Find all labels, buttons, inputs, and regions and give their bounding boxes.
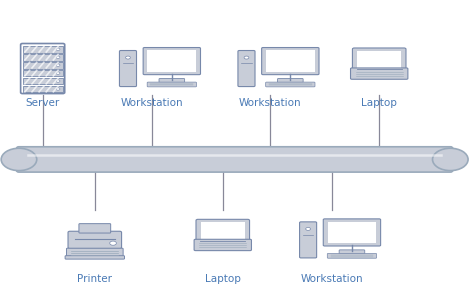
Bar [22, 86, 63, 92]
Circle shape [432, 148, 468, 170]
Circle shape [126, 56, 130, 59]
Bar [22, 70, 63, 77]
Circle shape [244, 56, 249, 59]
Text: Printer: Printer [77, 274, 112, 284]
FancyBboxPatch shape [65, 256, 125, 259]
Text: Workstation: Workstation [239, 98, 301, 108]
FancyBboxPatch shape [119, 50, 137, 86]
FancyBboxPatch shape [159, 78, 184, 83]
Circle shape [56, 72, 60, 74]
FancyBboxPatch shape [17, 147, 453, 172]
FancyBboxPatch shape [350, 68, 408, 79]
Circle shape [56, 80, 60, 82]
FancyBboxPatch shape [79, 224, 110, 233]
FancyBboxPatch shape [262, 48, 319, 74]
Bar [22, 78, 63, 84]
Text: Server: Server [26, 98, 60, 108]
Text: Laptop: Laptop [205, 274, 241, 284]
FancyBboxPatch shape [194, 239, 251, 251]
Bar [266, 50, 315, 72]
FancyBboxPatch shape [353, 48, 406, 71]
FancyBboxPatch shape [327, 253, 376, 258]
FancyBboxPatch shape [66, 248, 123, 257]
Bar [357, 51, 401, 68]
FancyBboxPatch shape [265, 82, 315, 87]
FancyBboxPatch shape [339, 250, 365, 254]
Circle shape [56, 88, 60, 90]
FancyBboxPatch shape [147, 82, 196, 87]
FancyBboxPatch shape [68, 231, 121, 249]
FancyBboxPatch shape [238, 50, 255, 86]
Text: Laptop: Laptop [361, 98, 397, 108]
Bar [201, 222, 245, 240]
FancyBboxPatch shape [277, 78, 303, 83]
FancyBboxPatch shape [323, 219, 381, 246]
Circle shape [306, 227, 310, 230]
Circle shape [1, 148, 36, 170]
Text: Workstation: Workstation [120, 98, 183, 108]
Circle shape [56, 48, 60, 50]
Bar [328, 222, 376, 243]
FancyBboxPatch shape [196, 219, 249, 243]
Bar [147, 50, 196, 72]
Circle shape [56, 64, 60, 66]
Text: Workstation: Workstation [301, 274, 363, 284]
Bar [22, 54, 63, 60]
Bar [22, 46, 63, 53]
FancyBboxPatch shape [300, 222, 317, 258]
FancyBboxPatch shape [143, 48, 201, 74]
Bar [22, 62, 63, 69]
Circle shape [56, 56, 60, 58]
Circle shape [109, 241, 116, 245]
